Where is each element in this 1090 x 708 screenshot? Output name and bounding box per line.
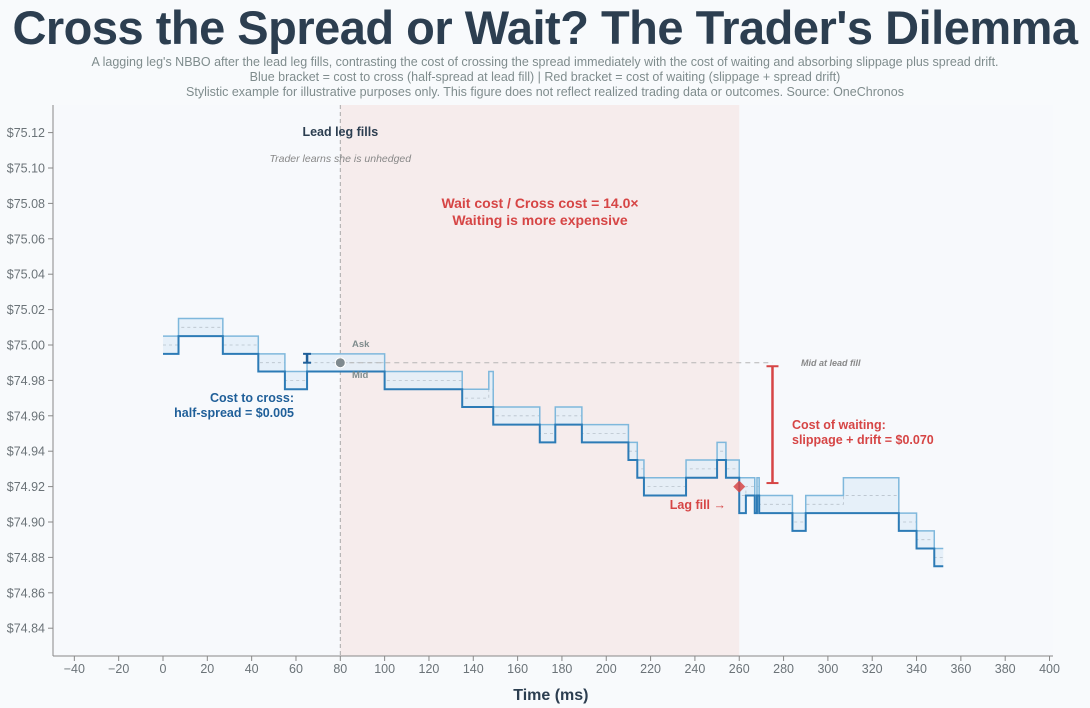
ask-label: Ask: [352, 339, 370, 350]
y-tick-label: $74.96: [7, 409, 45, 423]
wait-cost-bracket: [766, 365, 779, 485]
x-tick-label: 0: [160, 662, 167, 676]
y-tick-label: $75.08: [7, 197, 45, 211]
mid-at-lead-fill-label: Mid at lead fill: [801, 358, 861, 368]
y-tick-label: $74.86: [7, 586, 45, 600]
bid-line: [163, 335, 944, 568]
spread-band: [222, 336, 259, 354]
y-tick-label: $75.10: [7, 162, 45, 176]
spread-band: [284, 371, 308, 390]
x-axis-ticks: −40 −20 0 20 40 60 80 100 120 140 160 180 200 220 240 2…: [64, 656, 1060, 676]
x-tick-label: 160: [507, 662, 528, 676]
spread-band: [258, 353, 285, 372]
lead-fill-marker: [334, 357, 346, 369]
spread-band: [643, 477, 687, 496]
x-tick-label: 260: [729, 662, 750, 676]
spread-band: [792, 513, 806, 531]
chart-title: Cross the Spread or Wait? The Trader's D…: [12, 1, 1078, 54]
x-tick-label: −40: [64, 662, 85, 676]
spread-band: [759, 495, 793, 514]
x-tick-label: 40: [245, 662, 259, 676]
x-tick-label: 180: [552, 662, 573, 676]
y-axis-ticks: $74.84 $74.86 $74.88 $74.90 $74.92 $74.94 $74.…: [7, 126, 53, 636]
chart-subtitle-line-1: A lagging leg's NBBO after the lead leg …: [91, 55, 999, 69]
spread-band: [539, 424, 556, 443]
y-tick-label: $75.00: [7, 339, 45, 353]
x-tick-label: 60: [289, 662, 303, 676]
ratio-annotation-line-2: Waiting is more expensive: [452, 212, 628, 228]
x-tick-label: 200: [596, 662, 617, 676]
x-tick-label: 100: [374, 662, 395, 676]
y-tick-label: $74.88: [7, 551, 45, 565]
spread-band: [916, 530, 935, 549]
x-axis-title: Time (ms): [513, 687, 588, 704]
x-tick-label: 380: [995, 662, 1016, 676]
x-tick-label: 140: [463, 662, 484, 676]
wait-cost-label-line-1: Cost of waiting:: [792, 418, 886, 432]
x-tick-label: 280: [773, 662, 794, 676]
spread-band: [488, 371, 494, 407]
y-tick-label: $74.90: [7, 516, 45, 530]
lead-fill-label: Lead leg fills: [302, 125, 378, 139]
lag-fill-label: Lag fill →: [670, 498, 726, 512]
spread-band: [754, 495, 757, 514]
y-tick-label: $74.92: [7, 480, 45, 494]
spread-band: [898, 513, 917, 531]
x-tick-label: 80: [333, 662, 347, 676]
x-tick-label: 340: [906, 662, 927, 676]
y-tick-label: $74.94: [7, 445, 45, 459]
cross-cost-label-line-2: half-spread = $0.005: [174, 406, 294, 420]
chart-subtitle-line-2: Blue bracket = cost to cross (half-sprea…: [249, 70, 841, 84]
y-tick-label: $75.06: [7, 232, 45, 246]
x-tick-label: 120: [419, 662, 440, 676]
y-tick-label: $75.12: [7, 126, 45, 140]
spread-band: [686, 460, 718, 478]
lead-fill-sublabel: Trader learns she is unhedged: [269, 153, 412, 165]
x-tick-label: 400: [1039, 662, 1060, 676]
x-tick-label: 360: [950, 662, 971, 676]
y-tick-label: $74.84: [7, 622, 45, 636]
spread-band: [628, 442, 638, 461]
x-tick-label: 320: [862, 662, 883, 676]
cross-cost-label-line-1: Cost to cross:: [210, 391, 294, 405]
y-tick-label: $75.04: [7, 268, 45, 282]
x-tick-label: 20: [200, 662, 214, 676]
spread-band: [934, 548, 944, 567]
y-tick-label: $75.02: [7, 303, 45, 317]
spread-band: [637, 460, 644, 478]
chart-subtitle-line-3: Stylistic example for illustrative purpo…: [186, 85, 904, 99]
wait-cost-label-line-2: slippage + drift = $0.070: [792, 433, 934, 447]
lag-fill-marker: [733, 480, 746, 493]
cross-cost-bracket: [303, 352, 312, 364]
x-tick-label: 220: [640, 662, 661, 676]
ratio-annotation-line-1: Wait cost / Cross cost = 14.0×: [441, 195, 638, 211]
x-tick-label: 300: [817, 662, 838, 676]
x-tick-label: 240: [684, 662, 705, 676]
mid-label: Mid: [352, 370, 369, 381]
spread-band: [745, 477, 755, 496]
x-tick-label: −20: [108, 662, 129, 676]
spread-band: [484, 389, 489, 407]
y-tick-label: $74.98: [7, 374, 45, 388]
